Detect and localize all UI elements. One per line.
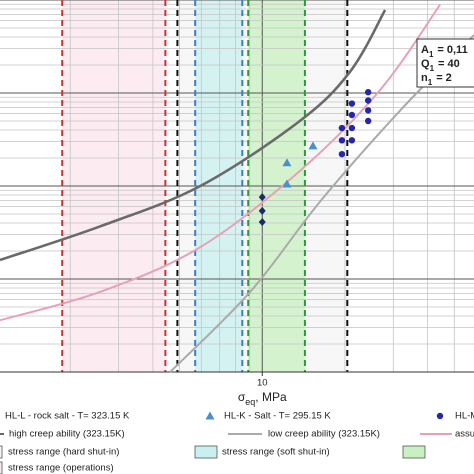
annotation-value: = 0,11 [437, 44, 467, 56]
data-point [282, 158, 292, 167]
annotation-text: Q1 = 40 [421, 58, 460, 73]
data-point [338, 124, 346, 132]
data-point [348, 111, 356, 119]
x-axis-label: σeq, MPa [238, 390, 287, 407]
annotation-sub: 1 [430, 64, 435, 73]
creep-line [0, 4, 441, 322]
legend-label: HL-K - Salt - T= 295.15 K [224, 411, 331, 422]
legend-label: stress range (hard shut-in) [8, 447, 119, 458]
legend-marker [436, 412, 444, 420]
annotation-text: A1 = 0,11 [421, 44, 468, 59]
creep-line [0, 9, 387, 262]
legend-label: HL-M - Salt - [455, 411, 474, 422]
data-point [308, 141, 318, 150]
data-point [258, 206, 266, 215]
legend-swatch [402, 445, 426, 459]
annotation-box [416, 38, 474, 88]
annotation-symbol: n [421, 72, 428, 84]
data-point [348, 124, 356, 132]
data-point [258, 218, 266, 227]
annotation-sub: 1 [428, 78, 433, 87]
x-label-unit: , MPa [255, 390, 287, 404]
legend-label: HL-L - rock salt - T= 323.15 K [5, 411, 130, 422]
annotation-symbol: A [421, 44, 429, 56]
annotation-value: = 2 [436, 72, 452, 84]
annotation-text: n1 = 2 [421, 72, 452, 87]
data-point [364, 89, 372, 96]
legend-swatch [0, 461, 3, 474]
data-point [364, 117, 372, 125]
legend-label: stress range (operations) [8, 463, 114, 474]
legend-label: high creep ability (323.15K) [9, 429, 125, 440]
data-point [338, 150, 346, 158]
data-point [338, 137, 346, 144]
legend-label: stress range (soft shut-in) [222, 447, 330, 458]
x-tick-label: 10 [257, 378, 268, 389]
x-label-sub: eq [245, 397, 255, 407]
legend: HL-L - rock salt - T= 323.15 K HL-K - Sal… [0, 411, 474, 474]
annotation-sub: 1 [429, 50, 434, 59]
legend-swatch [0, 445, 3, 459]
legend-label: low creep ability (323.15K) [268, 429, 380, 440]
data-point [282, 179, 292, 188]
data-point [258, 193, 266, 202]
x-label-symbol: σ [238, 390, 246, 404]
data-point [348, 100, 356, 107]
annotation-symbol: Q [421, 58, 430, 70]
legend-swatch [194, 445, 218, 459]
legend-marker [205, 411, 215, 420]
data-point [348, 137, 356, 144]
annotation-value: = 40 [438, 58, 460, 70]
data-point [364, 107, 372, 114]
legend-label: assumed/fitt [455, 429, 474, 440]
data-point [364, 97, 372, 104]
